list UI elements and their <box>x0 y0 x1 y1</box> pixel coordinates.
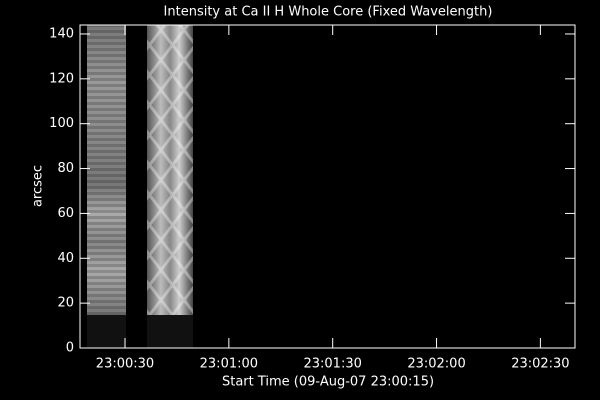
y-tick-label: 0 <box>66 341 74 356</box>
x-tick-label: 23:01:00 <box>200 357 258 372</box>
y-tick-label: 140 <box>49 26 74 41</box>
y-tick-label: 100 <box>49 116 74 131</box>
y-tick-label: 40 <box>57 251 74 266</box>
y-axis-label: arcsec <box>31 165 46 207</box>
x-tick-label: 23:00:30 <box>96 357 154 372</box>
plot-frame <box>79 24 576 349</box>
image-strips <box>87 25 193 348</box>
x-axis-label: Start Time (09-Aug-07 23:00:15) <box>222 375 434 390</box>
y-tick-label: 80 <box>57 161 74 176</box>
y-tick-label: 120 <box>49 71 74 86</box>
chart-title: Intensity at Ca II H Whole Core (Fixed W… <box>164 5 493 20</box>
y-tick-label: 60 <box>57 206 74 221</box>
y-tick-label: 20 <box>57 296 74 311</box>
x-tick-label: 23:02:00 <box>407 357 465 372</box>
x-tick-label: 23:02:30 <box>511 357 569 372</box>
x-tick-label: 23:01:30 <box>303 357 361 372</box>
